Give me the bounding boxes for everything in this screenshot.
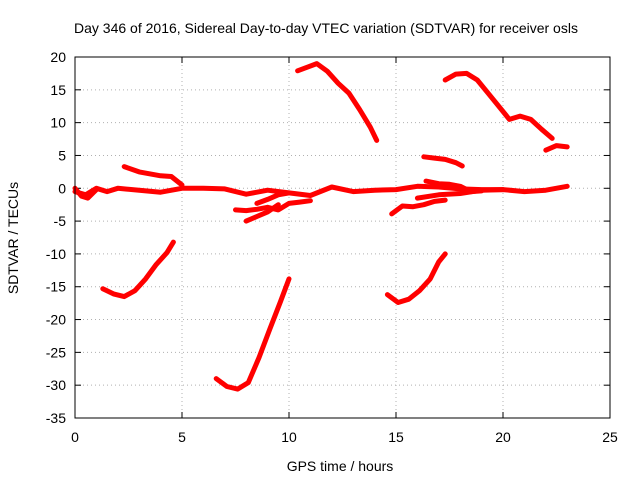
y-tick-label: 0 — [58, 180, 66, 196]
series-arc-8.5-10h-mid — [254, 190, 292, 206]
data-series — [72, 61, 570, 392]
gridlines — [75, 57, 610, 418]
x-tick-label: 25 — [602, 429, 618, 445]
series-arc-10.4-14.1h — [295, 61, 380, 143]
y-tick-label: -30 — [46, 377, 66, 393]
series-arc-16.3-18h — [421, 154, 465, 169]
x-tick-labels: 0 5 10 15 20 25 — [71, 429, 618, 445]
y-tick-label: -15 — [46, 279, 66, 295]
series-arc-16-20h-lowmid — [414, 187, 506, 201]
x-tick-label: 10 — [281, 429, 297, 445]
y-tick-label: -35 — [46, 410, 66, 426]
series-arc-8-10h-dip — [243, 202, 281, 224]
x-tick-label: 5 — [178, 429, 186, 445]
y-tick-label: -20 — [46, 312, 66, 328]
series-arc-16.4-19h-mid — [423, 178, 485, 195]
y-tick-label: 5 — [58, 147, 66, 163]
x-tick-label: 15 — [388, 429, 404, 445]
y-tick-label: 10 — [50, 115, 66, 131]
y-tick-label: 20 — [50, 49, 66, 65]
y-tick-labels: -35 -30 -25 -20 -15 -10 -5 0 5 10 15 20 — [46, 49, 66, 426]
series-arc-6.6-10h — [213, 276, 292, 392]
x-axis-label: GPS time / hours — [287, 458, 394, 474]
series-arc-2-4.5h — [121, 164, 185, 188]
axis-ticks — [74, 56, 611, 419]
y-tick-label: 15 — [50, 82, 66, 98]
series-arc-14.6-17.3h — [384, 251, 448, 305]
series-arc-14.8-17h-low — [389, 197, 448, 217]
chart-title: Day 346 of 2016, Sidereal Day-to-day VTE… — [74, 20, 578, 36]
x-tick-label: 20 — [495, 429, 511, 445]
x-tick-label: 0 — [71, 429, 79, 445]
series-arc-22-23h — [543, 143, 570, 153]
plot-frame — [74, 56, 611, 419]
y-tick-label: -25 — [46, 344, 66, 360]
y-tick-label: -5 — [54, 213, 67, 229]
y-tick-label: -10 — [46, 246, 66, 262]
y-axis-label: SDTVAR / TECUs — [5, 182, 21, 294]
series-arc-start-low — [72, 185, 99, 201]
series-arc-17.3-22.3h — [442, 70, 555, 141]
series-arc-1.2-4.6h — [100, 239, 176, 300]
